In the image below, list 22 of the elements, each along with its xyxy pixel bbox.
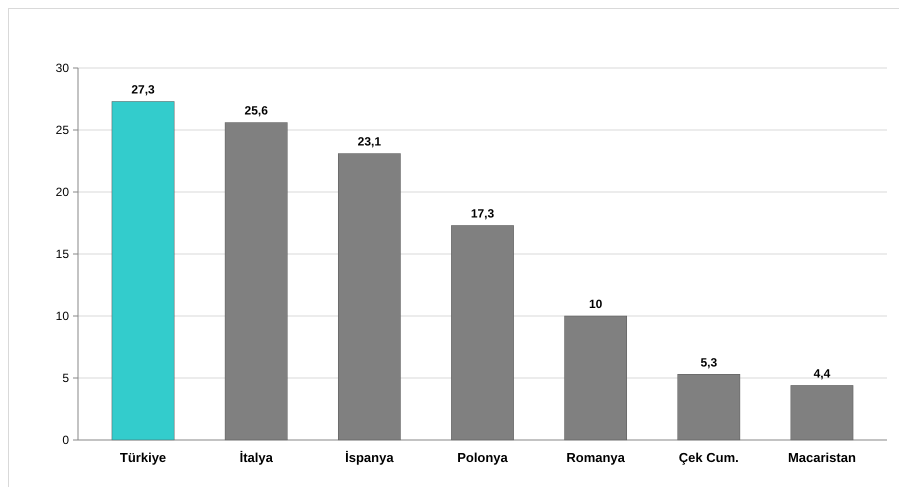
data-label: 23,1: [358, 134, 382, 149]
y-tick-label: 15: [56, 247, 70, 262]
y-tick-label: 30: [56, 61, 70, 76]
data-label: 5,3: [700, 355, 718, 370]
data-label: 17,3: [470, 206, 494, 220]
x-tick-label: Macaristan: [788, 450, 856, 465]
x-tick-label: Çek Cum.: [678, 450, 739, 465]
x-tick-label: Polonya: [457, 450, 509, 465]
y-tick-label: 5: [62, 371, 70, 386]
data-label: 4,4: [814, 366, 831, 380]
x-tick-label: İtalya: [240, 450, 274, 465]
y-tick-label: 0: [62, 433, 70, 448]
data-label: 10: [588, 297, 603, 311]
y-tick-label: 25: [56, 123, 70, 138]
x-tick-label: Romanya: [566, 450, 626, 465]
x-tick-label: Türkiye: [120, 450, 166, 465]
data-label: 25,6: [244, 104, 268, 118]
x-tick-label: İspanya: [345, 450, 394, 465]
y-tick-label: 20: [56, 185, 70, 200]
y-tick-label: 10: [56, 309, 70, 324]
bar: [112, 101, 174, 440]
data-label: 27,3: [131, 82, 156, 96]
